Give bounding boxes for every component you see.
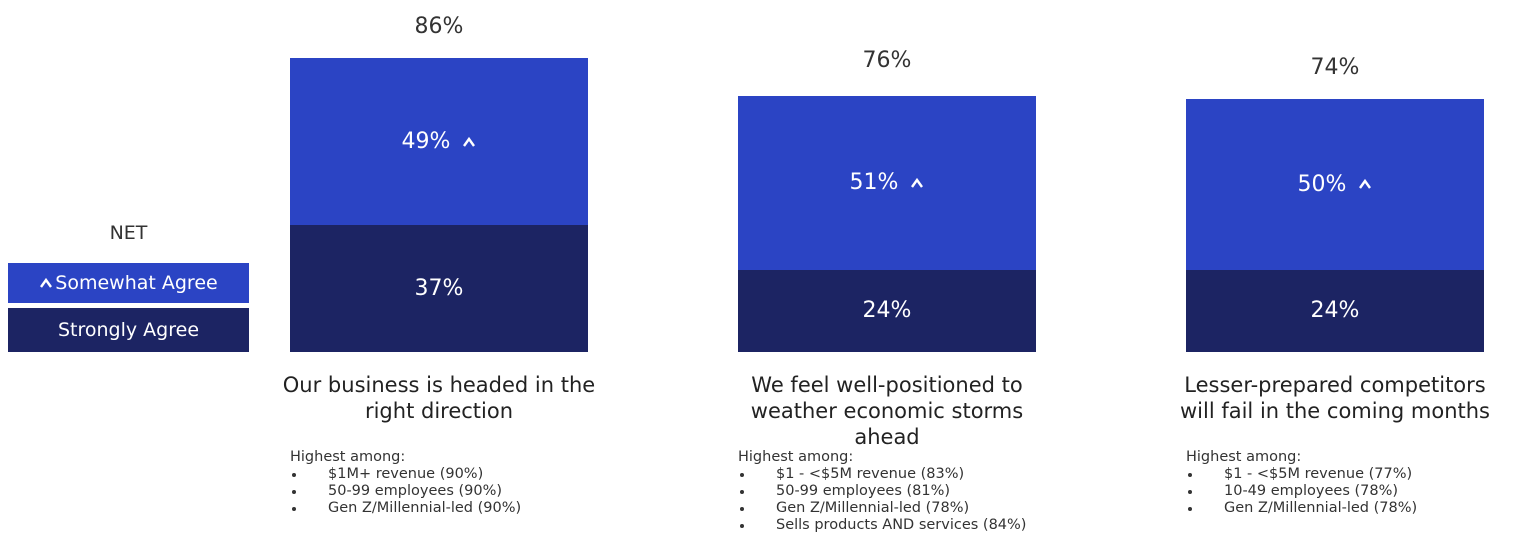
value-label: 49% (401, 129, 451, 155)
bar-segment: 24% (1186, 269, 1484, 352)
caret-icon (463, 136, 476, 147)
value-label: 24% (862, 298, 912, 324)
bar-segment: 51% (738, 95, 1036, 270)
note-text: 50-99 employees (81%) (776, 483, 951, 499)
bullet (292, 490, 296, 494)
caret-icon (1359, 179, 1372, 190)
legend-label: Somewhat Agree (55, 272, 218, 294)
note-item: 50-99 employees (81%) (738, 483, 1068, 500)
caret-icon (911, 177, 924, 188)
bar-segment: 37% (290, 225, 588, 352)
note-text: $1M+ revenue (90%) (328, 466, 484, 482)
note-heading: Highest among: (738, 449, 854, 465)
legend-title: NET (109, 222, 148, 244)
note-item: Gen Z/Millennial-led (78%) (1186, 500, 1516, 517)
note-item: Gen Z/Millennial-led (90%) (290, 500, 620, 517)
bullet (740, 507, 744, 511)
category-label: We feel well-positioned to weather econo… (750, 373, 1024, 449)
bullet (1188, 473, 1192, 477)
bullet (740, 524, 744, 528)
value-label-row: 50% (1186, 99, 1484, 270)
note-list: $1 - <$5M revenue (77%) 10-49 employees (… (1186, 466, 1516, 517)
note-heading: Highest among: (1186, 449, 1302, 465)
value-label: 37% (414, 276, 464, 302)
note-item: 10-49 employees (78%) (1186, 483, 1516, 500)
bar-segment: 49% (290, 57, 588, 226)
note: Highest among: $1M+ revenue (90%) 50-99 em… (290, 449, 620, 517)
value-label: 24% (1310, 298, 1360, 324)
note-text: 10-49 employees (78%) (1224, 483, 1399, 499)
legend-entry: Somewhat Agree (8, 263, 249, 303)
value-label: 51% (849, 170, 899, 196)
note: Highest among: $1 - <$5M revenue (77%) 10-… (1186, 449, 1516, 517)
note-heading: Highest among: (290, 449, 406, 465)
net-label: 74% (1310, 54, 1360, 80)
bar-segment: 50% (1186, 98, 1484, 270)
bullet (1188, 507, 1192, 511)
caret-icon (40, 277, 53, 288)
value-label-row: 51% (738, 96, 1036, 270)
bar-segment: 24% (738, 269, 1036, 352)
note-item: $1 - <$5M revenue (77%) (1186, 466, 1516, 483)
note-list: $1M+ revenue (90%) 50-99 employees (90%) G… (290, 466, 620, 517)
value-label-row: 24% (1186, 270, 1484, 352)
bullet (292, 507, 296, 511)
legend-entry: Strongly Agree (8, 308, 249, 352)
value-label-row: 37% (290, 225, 588, 352)
value-label: 50% (1297, 171, 1347, 197)
note-text: $1 - <$5M revenue (77%) (1224, 466, 1413, 482)
value-label-row: 49% (290, 58, 588, 226)
net-label: 86% (414, 13, 464, 39)
note-text: $1 - <$5M revenue (83%) (776, 466, 965, 482)
bullet (740, 473, 744, 477)
note-item: $1 - <$5M revenue (83%) (738, 466, 1068, 483)
note-text: Gen Z/Millennial-led (78%) (1224, 500, 1418, 516)
note-item: Gen Z/Millennial-led (78%) (738, 500, 1068, 517)
note-list: $1 - <$5M revenue (83%) 50-99 employees (… (738, 466, 1068, 534)
note-item: Sells products AND services (84%) (738, 517, 1068, 534)
note-item: 50-99 employees (90%) (290, 483, 620, 500)
category-label: Lesser-prepared competitors will fail in… (1179, 373, 1491, 423)
net-label: 76% (862, 48, 912, 74)
note-text: 50-99 employees (90%) (328, 483, 503, 499)
note: Highest among: $1 - <$5M revenue (83%) 50-… (738, 449, 1068, 534)
category-label: Our business is headed in the right dire… (282, 373, 596, 423)
note-text: Gen Z/Millennial-led (90%) (328, 500, 522, 516)
value-label-row: 24% (738, 270, 1036, 352)
legend-label: Strongly Agree (57, 319, 200, 341)
note-text: Gen Z/Millennial-led (78%) (776, 500, 970, 516)
note-item: $1M+ revenue (90%) (290, 466, 620, 483)
bullet (292, 473, 296, 477)
bullet (740, 490, 744, 494)
bullet (1188, 490, 1192, 494)
note-text: Sells products AND services (84%) (776, 517, 1027, 533)
